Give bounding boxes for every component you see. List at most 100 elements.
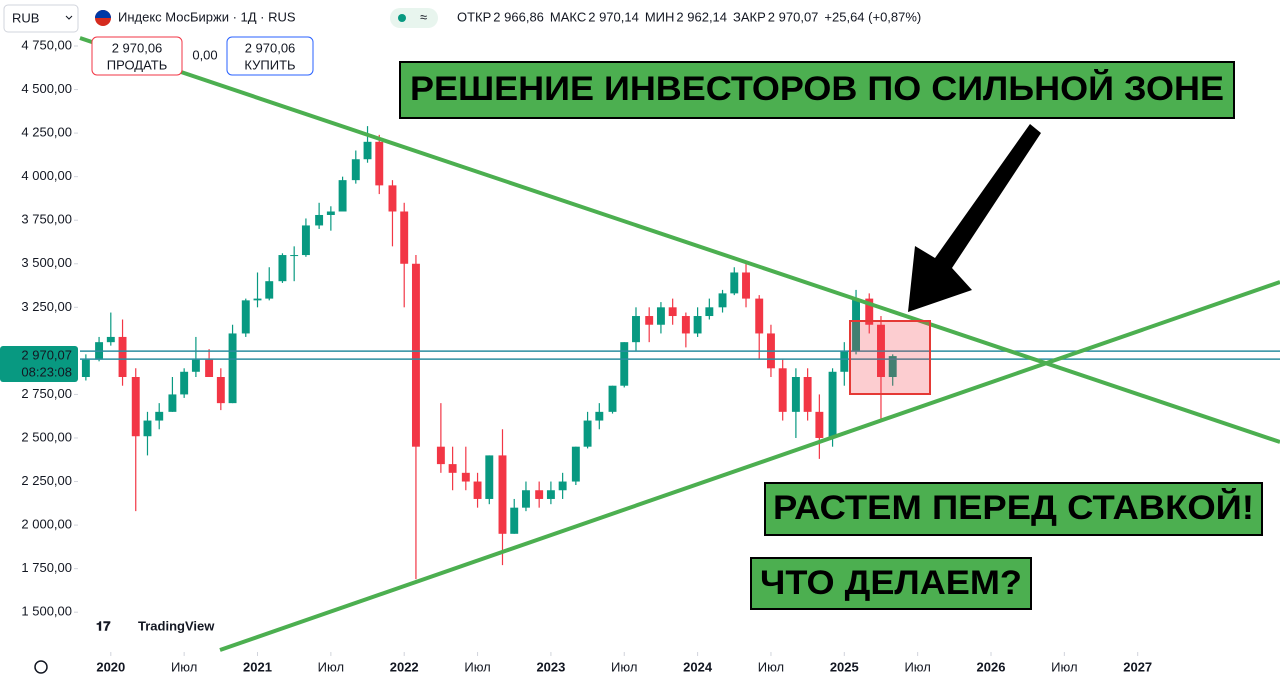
candle-body [180,371,189,395]
spread: 0,00 [192,47,217,62]
x-tick-label: 2025 [830,659,859,674]
ohlc-label: ЗАКР [733,9,766,24]
zone-box [849,320,931,395]
price-label: 2 970,07 [21,347,72,362]
trend-line [219,280,1280,652]
candle-body [668,307,677,317]
candle-body [888,356,897,378]
candle-body [241,300,250,334]
x-tick-label: Июл [1051,659,1077,674]
currency[interactable]: RUB [12,10,39,25]
candle-body [510,507,519,534]
y-tick-label: 4 750,00 [21,37,72,52]
candle-body [315,214,324,226]
annotation-box [764,482,1263,536]
candle-body [228,333,237,404]
candle-body [681,316,690,334]
buy-button[interactable] [226,36,314,76]
y-tick-label: 3 250,00 [21,299,72,314]
buy-label[interactable]: КУПИТЬ [244,57,295,72]
header-bg [0,0,1280,36]
y-tick-label: 3 500,00 [21,255,72,270]
candle-body [411,263,420,447]
x-tick-label: 2026 [977,659,1006,674]
candle-body [155,411,164,421]
candle-body [718,293,727,308]
candle-body [375,141,384,186]
countdown: 08:23:08 [21,364,72,379]
candle-body [852,298,860,351]
plot-area [74,45,1280,656]
annotation: РАСТЕМ ПЕРЕД СТАВКОЙ! [773,488,1254,527]
x-tick-label: 2023 [536,659,565,674]
logo-mark: 𝟏𝟕 [96,618,111,633]
buy-price[interactable]: 2 970,06 [245,40,296,55]
x-tick-label: Июл [318,659,344,674]
candle-body [693,316,702,334]
annotation: РЕШЕНИЕ ИНВЕСТОРОВ ПО СИЛЬНОЙ ЗОНЕ [410,69,1224,108]
change: +25,64 (+0,87%) [824,9,921,24]
candle-body [326,211,335,215]
candle-body [131,377,140,437]
candle-body [301,225,310,256]
candle-body [461,472,470,482]
candle-body [815,411,824,438]
candle-body [803,377,812,412]
candle-body [191,359,200,372]
sell-button[interactable] [91,36,183,76]
candle-body [546,490,555,499]
status-pill [390,8,438,28]
candle-body [583,420,592,447]
currency-select[interactable] [3,4,79,33]
candle-body [705,307,714,317]
candle-body [778,368,787,412]
sell-label[interactable]: ПРОДАТЬ [107,57,168,72]
y-tick-label: 4 500,00 [21,81,72,96]
ohlc-value: 2 966,86 [493,9,544,24]
status-icon: ≈ [420,9,427,24]
flag [95,10,111,18]
y-tick-label: 2 750,00 [21,386,72,401]
candle-body [400,211,409,264]
candle-body [558,481,567,491]
candle-body [535,490,544,499]
candle-body [645,316,654,325]
ohlc-label: МИН [645,9,675,24]
settings-icon[interactable] [34,660,48,674]
annotation: ЧТО ДЕЛАЕМ? [760,564,1022,602]
candle-body [106,336,115,343]
candle-body [656,307,665,325]
candle-body [632,316,640,343]
dropdown-icon [65,15,73,20]
candle-body [448,464,457,473]
y-tick-label: 3 750,00 [21,212,72,227]
x-tick-label: 2021 [243,659,272,674]
candle-body [253,298,262,301]
candle-body [143,420,152,437]
x-tick-label: Июл [758,659,784,674]
candle-body [118,336,127,378]
x-tick-label: Июл [904,659,930,674]
candle-body [81,359,90,378]
candle-body [620,342,629,386]
y-tick-label: 4 000,00 [21,168,72,183]
annotation-box [399,61,1235,119]
y-tick-label: 1 500,00 [21,604,72,619]
candle-body [755,298,764,334]
y-tick-label: 2 000,00 [21,517,72,532]
sell-price[interactable]: 2 970,06 [112,40,163,55]
status-dot [398,14,406,22]
x-tick-label: Июл [464,659,490,674]
x-tick-label: Июл [611,659,637,674]
candle-body [351,159,360,181]
arrow [908,124,1041,312]
candle-body [791,377,800,412]
ohlc-value: 2 962,14 [676,9,727,24]
x-tick-label: 2024 [683,659,713,674]
ohlc-value: 2 970,07 [768,9,819,24]
candle-body [338,180,347,212]
candle-body [485,455,494,499]
candle-body [595,411,604,421]
candle-body [290,255,299,257]
candle-body [436,446,445,465]
